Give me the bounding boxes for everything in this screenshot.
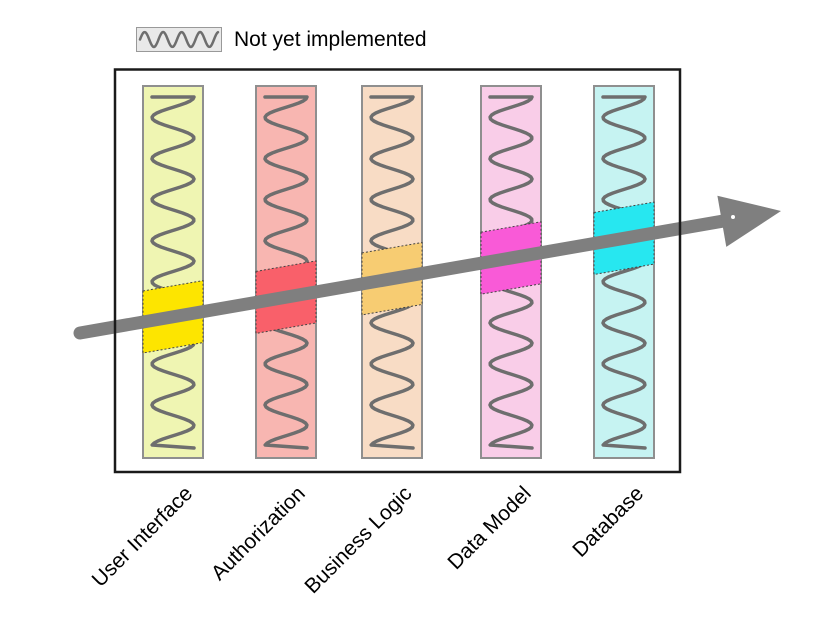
layer-bar bbox=[593, 85, 655, 459]
not-implemented-swatch-box bbox=[136, 27, 222, 52]
layer-bars bbox=[142, 85, 655, 459]
slice-arrow-shaft bbox=[73, 214, 731, 340]
not-implemented-pattern-icon bbox=[136, 27, 222, 52]
slice-arrow-head bbox=[717, 195, 781, 247]
arrowhead-speck bbox=[731, 215, 735, 219]
legend-label: Not yet implemented bbox=[234, 28, 427, 51]
not-implemented-squiggle bbox=[150, 95, 196, 450]
layer-bar bbox=[255, 85, 317, 459]
layer-bar bbox=[142, 85, 204, 459]
not-implemented-squiggle bbox=[601, 95, 647, 450]
diagram-frame bbox=[113, 68, 682, 474]
layer-bar bbox=[480, 85, 542, 459]
not-implemented-swatch-squiggle bbox=[138, 30, 220, 49]
legend: Not yet implemented bbox=[136, 27, 427, 52]
slice-arrow bbox=[73, 195, 781, 340]
